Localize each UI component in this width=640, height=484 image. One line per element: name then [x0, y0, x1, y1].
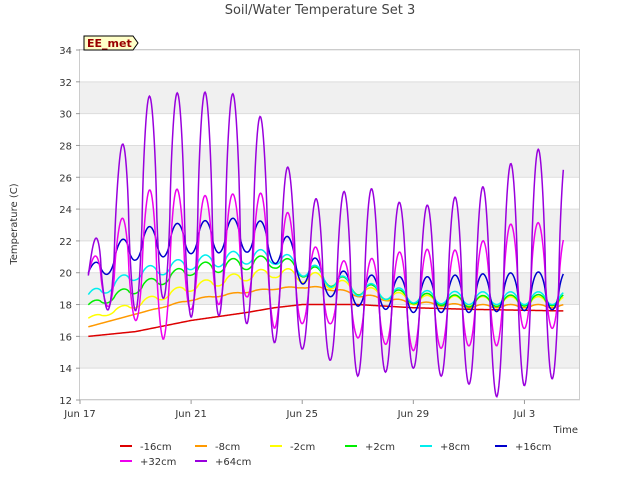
y-tick-label: 32 [59, 78, 72, 89]
y-tick-label: 28 [59, 141, 72, 152]
y-tick-label: 20 [59, 269, 72, 280]
plot-band [80, 50, 580, 82]
series-line-5 [87, 217, 565, 314]
series-layer [87, 90, 565, 398]
chart-title: Soil/Water Temperature Set 3 [225, 3, 416, 18]
x-tick-label: Jun 17 [63, 409, 96, 420]
plot-band [80, 177, 580, 210]
x-tick-label: Jul 3 [513, 409, 536, 420]
plot-band [80, 81, 580, 114]
series-line-6 [87, 188, 565, 352]
y-tick-label: 30 [59, 110, 72, 121]
legend-label: -8cm [215, 442, 240, 453]
series-line-2 [87, 267, 564, 319]
legend-label: +2cm [365, 442, 395, 453]
x-tick-label: Jun 29 [397, 409, 430, 420]
legend: -16cm -8cm -2cm +2cm +8cm +16cm +32cm +64cm [120, 442, 551, 468]
series-line-0 [88, 303, 564, 338]
plot-band [80, 336, 580, 369]
site-label-box: EE_met [83, 35, 139, 51]
y-tick-label: 24 [59, 205, 72, 216]
y-axis-label: Temperature (C) [9, 183, 20, 265]
x-axis-ticks: Jun 17 Jun 21 Jun 25 Jun 29 Jul 3 [63, 400, 535, 420]
plot-band [80, 209, 580, 241]
plot-frame [79, 49, 580, 400]
y-tick-label: 34 [59, 46, 72, 57]
legend-label: +32cm [140, 457, 176, 468]
y-tick-label: 26 [59, 173, 72, 184]
y-tick-label: 22 [59, 237, 72, 248]
y-tick-label: 18 [59, 301, 72, 312]
y-tick-label: 14 [59, 364, 72, 375]
plot-band [80, 145, 580, 178]
y-tick-label: 16 [59, 332, 72, 343]
plot-band [80, 368, 580, 400]
x-axis-label: Time [553, 425, 578, 436]
series-line-7 [87, 90, 565, 398]
x-tick-label: Jun 25 [285, 409, 318, 420]
y-tick-label: 12 [59, 396, 72, 407]
plot-band [80, 113, 580, 146]
legend-label: -16cm [140, 442, 172, 453]
legend-label: -2cm [290, 442, 315, 453]
site-label: EE_met [87, 37, 132, 50]
legend-label: +64cm [215, 457, 251, 468]
x-tick-label: Jun 21 [174, 409, 207, 420]
y-axis-ticks: 12 14 16 18 20 22 24 26 28 30 32 34 [59, 46, 80, 407]
legend-label: +8cm [440, 442, 470, 453]
legend-label: +16cm [515, 442, 551, 453]
